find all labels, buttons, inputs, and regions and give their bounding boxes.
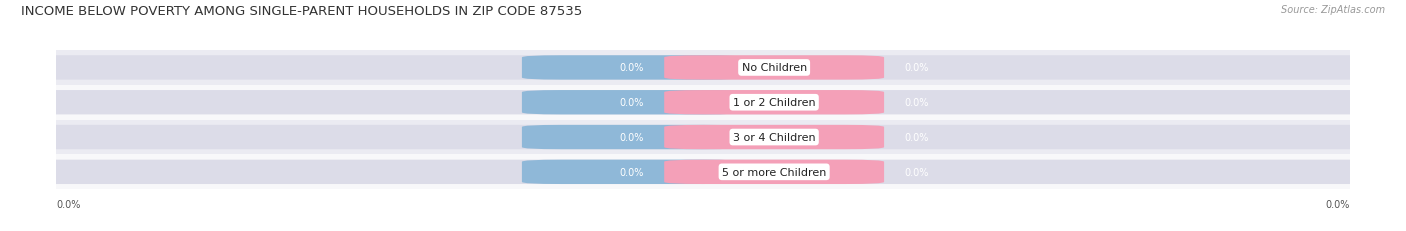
Bar (56, 155, 1350, 189)
Text: 0.0%: 0.0% (904, 132, 928, 143)
FancyBboxPatch shape (664, 125, 884, 150)
Text: Source: ZipAtlas.com: Source: ZipAtlas.com (1281, 5, 1385, 15)
FancyBboxPatch shape (664, 56, 884, 80)
Text: 1 or 2 Children: 1 or 2 Children (733, 98, 815, 108)
Bar (56, 120, 1350, 155)
Text: 0.0%: 0.0% (904, 167, 928, 177)
Text: 5 or more Children: 5 or more Children (721, 167, 827, 177)
Text: 3 or 4 Children: 3 or 4 Children (733, 132, 815, 143)
Text: No Children: No Children (741, 63, 807, 73)
Text: 0.0%: 0.0% (620, 63, 644, 73)
FancyBboxPatch shape (664, 91, 884, 115)
FancyBboxPatch shape (522, 91, 742, 115)
Text: 0.0%: 0.0% (904, 63, 928, 73)
FancyBboxPatch shape (522, 56, 742, 80)
FancyBboxPatch shape (17, 160, 1389, 184)
FancyBboxPatch shape (522, 160, 742, 184)
Text: 0.0%: 0.0% (620, 132, 644, 143)
FancyBboxPatch shape (17, 125, 1389, 150)
FancyBboxPatch shape (522, 125, 742, 150)
Text: INCOME BELOW POVERTY AMONG SINGLE-PARENT HOUSEHOLDS IN ZIP CODE 87535: INCOME BELOW POVERTY AMONG SINGLE-PARENT… (21, 5, 582, 18)
Bar (56, 51, 1350, 85)
Text: 0.0%: 0.0% (620, 98, 644, 108)
Bar (56, 85, 1350, 120)
Text: 0.0%: 0.0% (904, 98, 928, 108)
FancyBboxPatch shape (17, 56, 1389, 80)
Text: 0.0%: 0.0% (1326, 199, 1350, 209)
Text: 0.0%: 0.0% (620, 167, 644, 177)
FancyBboxPatch shape (664, 160, 884, 184)
Text: 0.0%: 0.0% (56, 199, 80, 209)
FancyBboxPatch shape (17, 91, 1389, 115)
